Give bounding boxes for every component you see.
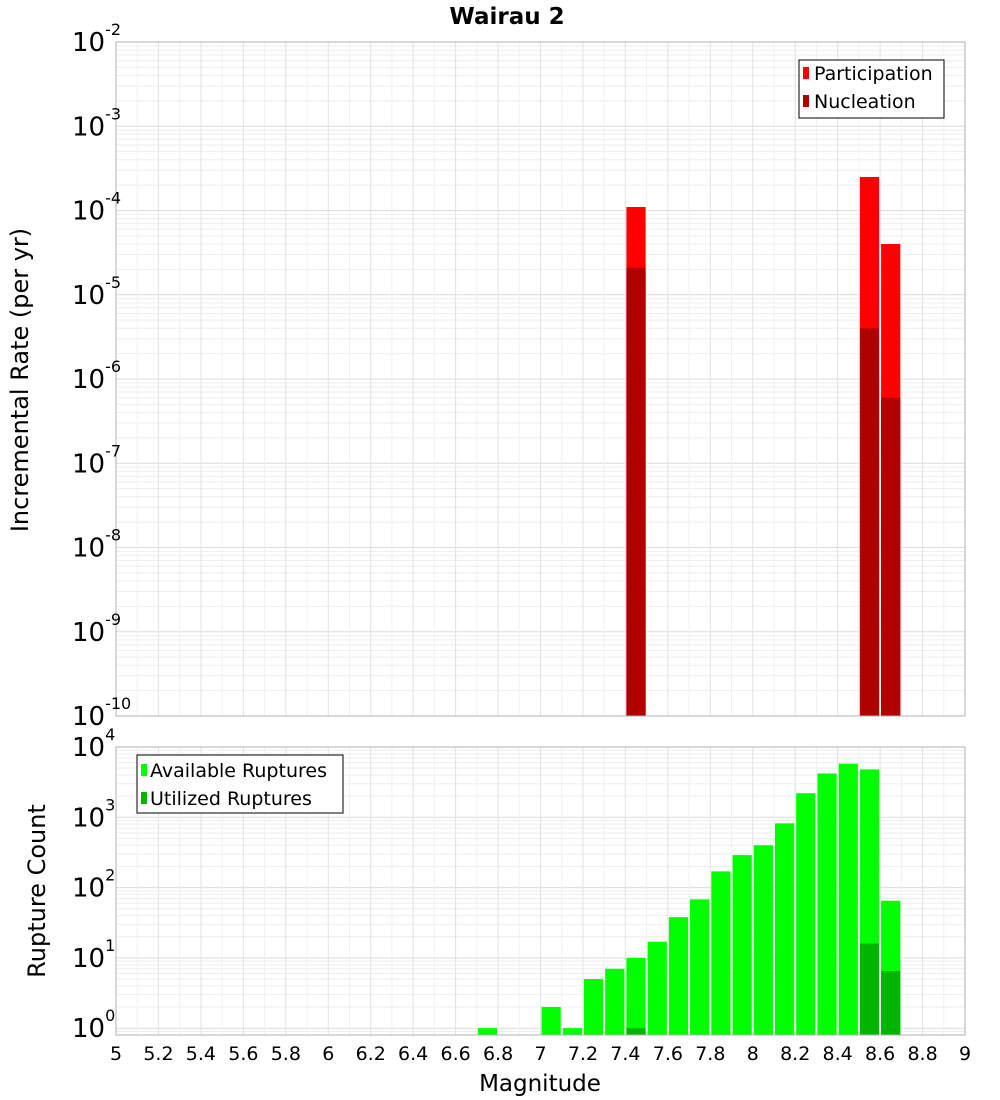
bottom-bars (477, 763, 901, 1035)
top-rate-plot: 10-210-310-410-510-610-710-810-910-10 In… (6, 20, 966, 732)
top-y-axis-label: Incremental Rate (per yr) (6, 228, 34, 532)
available-ruptures-bar (732, 855, 752, 1035)
available-ruptures-bar (838, 763, 858, 1035)
nucleation-bar (881, 397, 901, 716)
chart-title: Wairau 2 (449, 4, 564, 30)
participation-legend-swatch (803, 67, 809, 79)
bottom-y-axis-label: Rupture Count (23, 804, 51, 978)
top-y-tick-label: 10-4 (72, 189, 121, 227)
bottom-legend-box (136, 754, 344, 814)
available-ruptures-bar (817, 773, 837, 1035)
available-ruptures-bar (541, 1007, 561, 1035)
bottom-legend: Available Ruptures Utilized Ruptures (136, 754, 344, 814)
top-y-tick-label: 10-5 (72, 273, 121, 311)
x-tick-label: 7.8 (695, 1043, 725, 1065)
available-ruptures-bar (668, 917, 689, 1035)
utilized-ruptures-bar (881, 971, 901, 1035)
bottom-plot-frame (115, 746, 966, 1036)
x-tick-label: 9 (959, 1043, 971, 1065)
top-plot-frame (115, 41, 966, 717)
x-tick-label: 6.2 (356, 1043, 386, 1065)
x-tick-label: 7 (534, 1043, 546, 1065)
x-tick-label: 5.6 (228, 1043, 258, 1065)
bottom-y-tick-label: 101 (72, 936, 115, 974)
available-ruptures-bar (774, 823, 795, 1035)
x-tick-labels: 5 5.2 5.4 5.6 5.8 6 6.2 6.4 6.6 6.8 7 7.2 7.4 7.6 7.8 8… (110, 1043, 971, 1065)
x-axis-label: Magnitude (479, 1071, 601, 1097)
nucleation-legend-swatch (803, 95, 809, 107)
nucleation-bar (626, 267, 646, 716)
top-y-tick-label: 10-3 (72, 104, 121, 142)
x-tick-label: 6.4 (398, 1043, 428, 1065)
x-tick-label: 5.8 (271, 1043, 301, 1065)
top-y-tick-label: 10-8 (72, 526, 121, 564)
x-tick-label: 6.8 (483, 1043, 513, 1065)
nucleation-legend-label: Nucleation (814, 91, 916, 113)
available-ruptures-bar (690, 899, 710, 1035)
x-tick-label: 5 (110, 1043, 122, 1065)
bottom-y-tick-label: 102 (72, 866, 115, 904)
participation-legend-label: Participation (814, 63, 933, 85)
top-y-tick-label: 10-7 (72, 441, 121, 479)
x-tick-label: 6.6 (440, 1043, 470, 1065)
top-y-tick-label: 10-2 (72, 20, 121, 58)
x-tick-label: 8.8 (907, 1043, 937, 1065)
available-ruptures-bar (562, 1028, 582, 1035)
available-legend-swatch (141, 764, 147, 776)
x-tick-label: 5.4 (186, 1043, 216, 1065)
available-ruptures-bar (605, 968, 625, 1035)
x-tick-label: 8.4 (823, 1043, 853, 1065)
x-tick-label: 5.2 (143, 1043, 173, 1065)
top-legend-box (798, 59, 945, 119)
x-tick-label: 8.6 (865, 1043, 895, 1065)
top-y-tick-label: 10-6 (72, 357, 121, 395)
available-ruptures-bar (711, 871, 731, 1035)
utilized-ruptures-bar (626, 1028, 646, 1035)
x-tick-label: 6 (322, 1043, 334, 1065)
available-ruptures-bar (583, 979, 604, 1035)
x-tick-label: 8 (747, 1043, 759, 1065)
x-tick-label: 7.4 (610, 1043, 640, 1065)
bottom-y-tick-label: 100 (72, 1006, 115, 1044)
top-y-tick-label: 10-9 (72, 610, 121, 648)
utilized-ruptures-bar (859, 943, 880, 1035)
available-ruptures-bar (626, 957, 646, 1035)
bottom-y-tick-label: 103 (72, 795, 115, 833)
top-grid (115, 41, 966, 717)
x-tick-label: 7.2 (568, 1043, 598, 1065)
available-ruptures-bar (796, 793, 816, 1035)
available-ruptures-bar (477, 1028, 498, 1035)
utilized-legend-label: Utilized Ruptures (150, 788, 312, 810)
top-legend: Participation Nucleation (798, 59, 945, 119)
x-tick-label: 7.6 (653, 1043, 683, 1065)
available-ruptures-bar (753, 845, 773, 1035)
top-bars (626, 176, 901, 717)
available-legend-label: Available Ruptures (150, 760, 327, 782)
utilized-legend-swatch (141, 792, 147, 804)
nucleation-bar (859, 328, 880, 716)
available-ruptures-bar (647, 941, 667, 1035)
x-tick-label: 8.2 (780, 1043, 810, 1065)
